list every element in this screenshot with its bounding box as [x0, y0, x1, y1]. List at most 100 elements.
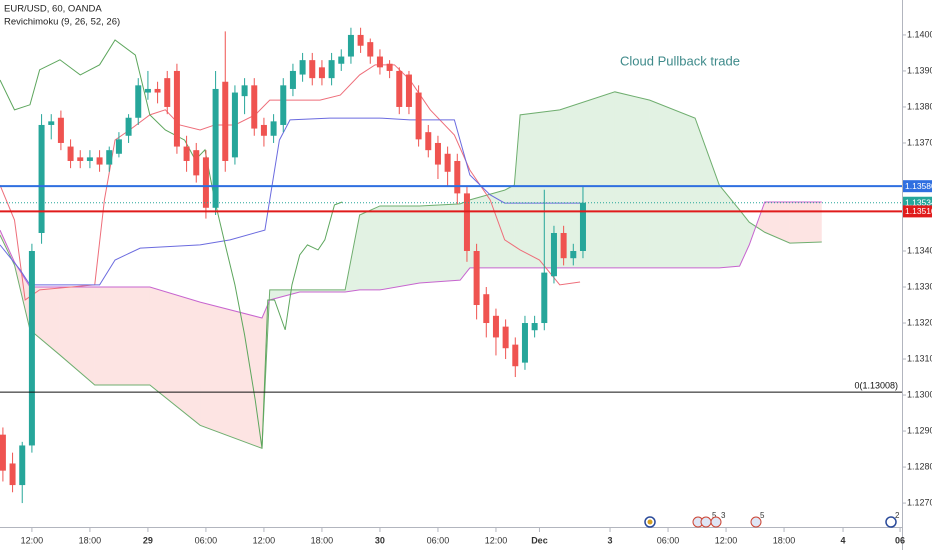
- candle-body: [270, 121, 277, 136]
- y-tick-label: 1.13200: [907, 317, 932, 327]
- candle-body: [531, 323, 538, 331]
- cloud-fill: [739, 209, 750, 267]
- cloud-fill: [719, 185, 740, 268]
- candle-body: [28, 250, 35, 446]
- indicator-line: [0, 39, 343, 449]
- price-label: 1.13580: [905, 181, 932, 191]
- candle-body: [222, 81, 229, 161]
- candle-body: [492, 315, 499, 338]
- candle-body: [38, 124, 45, 233]
- indicator-label: Revichimoku (9, 26, 52, 26): [4, 17, 120, 28]
- cloud-fill: [649, 100, 696, 268]
- cloud-fill: [379, 205, 420, 290]
- y-tick-label: 1.12800: [907, 461, 932, 471]
- candle-body: [106, 150, 113, 165]
- candle-body: [212, 88, 219, 208]
- candle-body: [144, 88, 151, 93]
- candle-body: [125, 117, 132, 136]
- x-tick-label: 12:00: [253, 535, 276, 545]
- candle-body: [396, 70, 403, 107]
- candle-body: [415, 92, 422, 140]
- candle-body: [0, 434, 6, 471]
- candle-body: [328, 60, 335, 79]
- y-tick-label: 1.13900: [907, 65, 932, 75]
- event-icon-dot: [647, 519, 653, 525]
- price-label-box: [903, 180, 932, 193]
- candle-body: [135, 85, 142, 118]
- cloud-fill: [299, 289, 346, 293]
- event-icon[interactable]: [700, 516, 712, 528]
- cloud-fill: [514, 114, 521, 268]
- y-tick-label: 1.12700: [907, 497, 932, 507]
- cloud-fill: [695, 118, 720, 268]
- candle-body: [367, 42, 374, 57]
- x-tick-label: 4: [841, 535, 846, 545]
- line-label: 0(1.13008): [854, 381, 898, 391]
- event-icon[interactable]: [750, 516, 762, 528]
- chart-title: EUR/USD, 60, OANDA: [4, 4, 102, 15]
- axes: 1.14000 1.13900 1.13800 1.13700 1.13400 1.133…: [21, 29, 932, 545]
- cloud-fill: [520, 109, 560, 268]
- y-tick-label: 1.13800: [907, 101, 932, 111]
- cloud-fill: [789, 202, 822, 244]
- candle-body: [115, 139, 122, 154]
- candle-body: [260, 124, 267, 136]
- indicator-line: [0, 117, 581, 286]
- x-tick-label: 30: [375, 535, 385, 545]
- y-tick-label: 1.13300: [907, 281, 932, 291]
- candle-body: [164, 78, 171, 107]
- candle-body: [231, 92, 238, 158]
- x-tick-label: 06:00: [657, 535, 680, 545]
- span-b-line: [0, 201, 822, 319]
- event-icons: 5 3 5 2: [644, 511, 900, 528]
- cloud-fill: [149, 287, 201, 426]
- y-tick-label: 1.13700: [907, 137, 932, 147]
- candle-body: [434, 142, 441, 165]
- candle-body: [9, 463, 16, 486]
- candle-body: [425, 132, 432, 151]
- event-count: 5: [712, 511, 717, 520]
- x-tick-label: 18:00: [773, 535, 796, 545]
- candle-body: [251, 85, 258, 129]
- cloud-fill: [200, 302, 262, 449]
- candle-body: [376, 56, 383, 68]
- annotation: Cloud Pullback trade: [620, 53, 740, 68]
- candle-body: [347, 34, 354, 57]
- y-tick-label: 1.13400: [907, 245, 932, 255]
- x-tick-label: 18:00: [79, 535, 102, 545]
- candle-body: [154, 88, 161, 93]
- candle-body: [280, 85, 287, 125]
- cloud-fill: [559, 91, 615, 268]
- x-tick-label: 18:00: [311, 535, 334, 545]
- candle-body: [521, 323, 528, 363]
- candle-body: [96, 157, 103, 165]
- cloud-fill: [59, 287, 95, 385]
- x-tick-label: 06:00: [427, 535, 450, 545]
- candle-body: [570, 250, 577, 259]
- candle-body: [386, 63, 393, 71]
- cloud-fill: [29, 287, 60, 356]
- cloud-fill: [469, 190, 505, 268]
- candle-body: [444, 153, 451, 172]
- candle-body: [193, 150, 200, 176]
- candle-body: [183, 146, 190, 161]
- candle-body: [473, 250, 480, 306]
- x-tick-label: 12:00: [21, 535, 44, 545]
- event-count: 2: [895, 511, 900, 520]
- cloud-fill: [269, 289, 300, 300]
- x-tick-label: 12:00: [485, 535, 508, 545]
- span-a-line: [0, 91, 822, 450]
- event-icon[interactable]: [885, 516, 897, 528]
- event-icon[interactable]: [710, 516, 722, 528]
- x-tick-label: 29: [143, 535, 153, 545]
- candle-body: [550, 232, 557, 277]
- candle-body: [67, 146, 74, 161]
- candle-body: [357, 34, 364, 46]
- cloud-fill: [419, 203, 461, 284]
- y-tick-label: 1.13100: [907, 353, 932, 363]
- price-label: 1.13534: [905, 197, 932, 207]
- candle-body: [318, 67, 325, 79]
